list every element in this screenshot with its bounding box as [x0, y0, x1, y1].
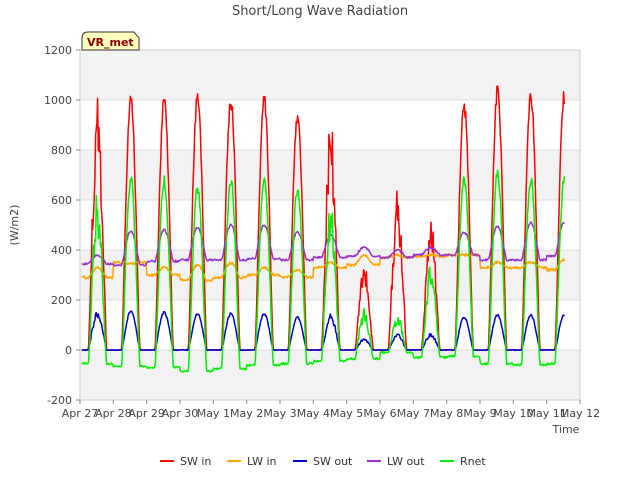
x-tick-label: May 3 — [263, 407, 296, 420]
plot-band — [80, 350, 580, 400]
legend-label: Rnet — [460, 455, 486, 468]
plot-bands — [80, 50, 580, 400]
x-tick-label: May 5 — [330, 407, 363, 420]
y-tick-label: -200 — [47, 394, 72, 407]
x-tick-label: May 6 — [363, 407, 396, 420]
x-tick-label: May 4 — [297, 407, 330, 420]
x-tick-label: May 2 — [230, 407, 263, 420]
series-line-lw-in — [81, 253, 566, 282]
legend-label: LW out — [387, 455, 425, 468]
y-tick-label: 1200 — [44, 44, 72, 57]
legend-label: LW in — [247, 455, 277, 468]
chart-title: Short/Long Wave Radiation — [232, 4, 408, 19]
x-tick-label: May 9 — [463, 407, 496, 420]
series-line-lw-out — [81, 221, 565, 267]
x-tick-label: May 8 — [430, 407, 463, 420]
y-tick-label: 600 — [51, 194, 72, 207]
plot-band — [80, 50, 580, 100]
plot-frame — [79, 49, 581, 401]
x-tick-label: Apr 28 — [95, 407, 132, 420]
x-axis-label: Time — [552, 423, 580, 436]
y-tick-label: 0 — [65, 344, 72, 357]
series-line-rnet — [81, 169, 566, 373]
y-tick-label: 800 — [51, 144, 72, 157]
x-tick-label: Apr 27 — [62, 407, 99, 420]
y-tick-label: 400 — [51, 244, 72, 257]
y-axis-ticks: -200 0 200 400 600 800 1000 1200 — [44, 44, 80, 407]
x-tick-label: Apr 29 — [128, 407, 165, 420]
x-tick-label: May 7 — [397, 407, 430, 420]
legend-label: SW in — [180, 455, 211, 468]
legend-label: SW out — [313, 455, 353, 468]
plot-band — [80, 250, 580, 300]
y-axis-label: (W/m2) — [8, 205, 21, 246]
series-lines — [81, 85, 566, 373]
x-tick-label: May 1 — [197, 407, 230, 420]
x-tick-label: May 10 — [493, 407, 533, 420]
site-badge: VR_met — [81, 31, 140, 51]
site-badge-label: VR_met — [87, 36, 134, 49]
x-tick-label: Apr 30 — [162, 407, 199, 420]
plot-band — [80, 150, 580, 200]
x-tick-label: May 11 — [527, 407, 567, 420]
y-tick-label: 1000 — [44, 94, 72, 107]
y-tick-label: 200 — [51, 294, 72, 307]
x-tick-label: May 12 — [560, 407, 600, 420]
legend: SW in LW in SW out LW out Rnet — [160, 455, 486, 468]
